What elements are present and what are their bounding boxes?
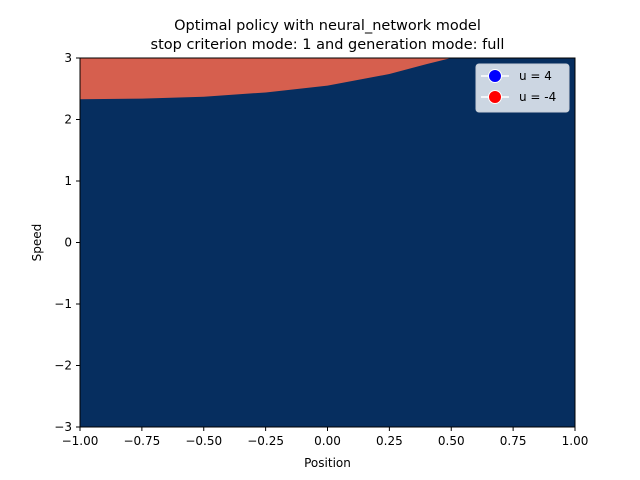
y-tick-label: 3 [64,51,72,65]
x-tick-label: −0.25 [247,434,284,448]
x-tick-label: 1.00 [562,434,589,448]
legend-marker-blue [488,69,502,83]
x-tick-label: 0.50 [438,434,465,448]
x-tick-label: −0.75 [123,434,160,448]
legend-label: u = -4 [519,90,556,104]
y-tick-label: −1 [54,297,72,311]
x-tick-label: 0.25 [376,434,403,448]
plot-area [79,57,576,428]
x-tick-label: −0.50 [185,434,222,448]
legend: u = 4 u = -4 [475,63,570,113]
y-tick-label: 2 [64,113,72,127]
x-axis-label: Position [304,456,351,470]
x-tick-label: 0.00 [314,434,341,448]
legend-marker-red [488,90,502,104]
y-tick-label: 0 [64,236,72,250]
legend-entry-u-minus-4: u = -4 [481,90,556,104]
region-u-minus-4 [80,58,452,100]
legend-entry-u-plus-4: u = 4 [481,69,552,83]
chart-title-line2: stop criterion mode: 1 and generation mo… [151,37,505,53]
x-axis-ticks: −1.00 −0.75 −0.50 −0.25 0.00 0.25 0.50 0.75 1.00 [62,427,589,448]
y-axis-ticks: −3 −2 −1 0 1 2 3 [54,51,80,434]
y-tick-label: 1 [64,174,72,188]
region-u-plus-4 [80,58,575,427]
y-tick-label: −2 [54,359,72,373]
x-tick-label: −1.00 [62,434,99,448]
x-tick-label: 0.75 [500,434,527,448]
chart-title-line1: Optimal policy with neural_network model [174,18,481,34]
y-axis-label: Speed [30,224,44,262]
legend-label: u = 4 [519,69,552,83]
y-tick-label: −3 [54,420,72,434]
